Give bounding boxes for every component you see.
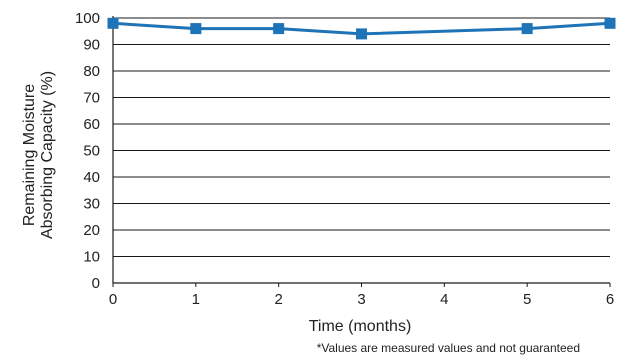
y-axis-label-line-2: Absorbing Capacity (%) — [39, 71, 56, 239]
series-line-0 — [112, 21, 611, 36]
y-axis-label: Remaining Moisture Absorbing Capacity (%… — [21, 71, 56, 239]
y-axis-label-line-1: Remaining Moisture — [21, 84, 38, 226]
y-tick-label-80: 80 — [83, 63, 100, 80]
data-point-0-1 — [190, 23, 202, 35]
grid-lines — [113, 17, 610, 257]
axes — [112, 16, 611, 287]
x-tick-label-3: 3 — [357, 291, 365, 308]
data-point-0-0 — [107, 17, 119, 29]
x-tick-label-1: 1 — [192, 291, 200, 308]
data-point-0-4 — [521, 23, 533, 35]
y-tick-label-30: 30 — [83, 196, 100, 213]
y-tick-labels: 0 10 20 30 40 50 60 70 80 90 100 — [75, 10, 100, 292]
x-tick-label-0: 0 — [109, 291, 117, 308]
y-tick-label-40: 40 — [83, 169, 100, 186]
x-tick-labels: 0 1 2 3 4 5 6 — [109, 291, 614, 308]
x-tick-label-6: 6 — [606, 291, 614, 308]
data-point-0-2 — [273, 23, 285, 35]
y-tick-label-0: 0 — [92, 275, 100, 292]
footnote: *Values are measured values and not guar… — [317, 341, 580, 355]
x-axis-label: Time (months) — [309, 318, 412, 335]
x-tick-label-5: 5 — [523, 291, 531, 308]
data-point-0-5 — [604, 17, 616, 29]
y-tick-label-100: 100 — [75, 10, 100, 27]
y-tick-label-60: 60 — [83, 116, 100, 133]
y-tick-label-10: 10 — [83, 249, 100, 266]
y-tick-label-20: 20 — [83, 222, 100, 239]
y-tick-label-70: 70 — [83, 90, 100, 107]
y-tick-label-50: 50 — [83, 143, 100, 160]
y-tick-label-90: 90 — [83, 37, 100, 54]
data-series — [107, 17, 616, 40]
x-tick-label-2: 2 — [274, 291, 282, 308]
x-tick-label-4: 4 — [440, 291, 448, 308]
data-point-0-3 — [356, 28, 367, 40]
